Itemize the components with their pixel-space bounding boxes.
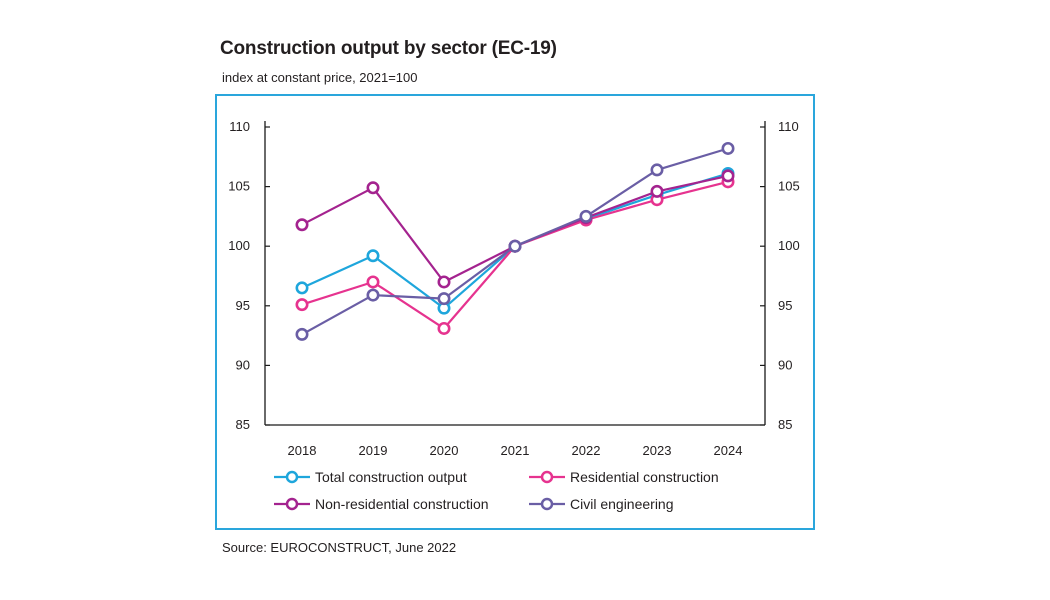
legend: Total construction output Residential con… bbox=[274, 469, 719, 512]
x-tick-label: 2019 bbox=[359, 443, 388, 458]
data-point bbox=[650, 184, 664, 198]
y-tick-label-right: 95 bbox=[778, 298, 792, 313]
x-tick-label: 2022 bbox=[572, 443, 601, 458]
y-tick-label-right: 105 bbox=[778, 179, 800, 194]
y-tick-label-left: 100 bbox=[228, 238, 250, 253]
legend-label: Residential construction bbox=[570, 469, 719, 485]
data-point bbox=[366, 275, 380, 289]
legend-item: Residential construction bbox=[529, 469, 719, 485]
y-tick-label-left: 110 bbox=[229, 119, 250, 134]
x-tick-label: 2023 bbox=[643, 443, 672, 458]
legend-label: Non-residential construction bbox=[315, 496, 489, 512]
legend-label: Total construction output bbox=[315, 469, 467, 485]
axes: 85 85 90 90 95 95 100 100 105 105 110 110 2018 2019 20… bbox=[228, 119, 799, 458]
legend-item: Non-residential construction bbox=[274, 496, 489, 512]
x-tick-label: 2018 bbox=[288, 443, 317, 458]
legend-label: Civil engineering bbox=[570, 496, 674, 512]
chart-title: Construction output by sector (EC-19) bbox=[220, 38, 557, 59]
y-tick-label-left: 105 bbox=[228, 179, 250, 194]
data-point bbox=[508, 239, 522, 253]
data-point bbox=[437, 321, 451, 335]
y-tick-label-right: 110 bbox=[778, 119, 799, 134]
data-point bbox=[366, 288, 380, 302]
y-tick-label-left: 85 bbox=[236, 417, 250, 432]
data-point bbox=[721, 169, 735, 183]
y-tick-label-right: 85 bbox=[778, 417, 792, 432]
data-point bbox=[579, 209, 593, 223]
series-layer bbox=[295, 141, 735, 341]
legend-item: Civil engineering bbox=[529, 496, 674, 512]
data-point bbox=[295, 218, 309, 232]
data-point bbox=[295, 298, 309, 312]
data-point bbox=[437, 275, 451, 289]
legend-marker bbox=[540, 497, 554, 511]
data-point bbox=[295, 327, 309, 341]
chart-frame bbox=[215, 94, 815, 530]
data-point bbox=[721, 141, 735, 155]
data-point bbox=[366, 249, 380, 263]
legend-marker bbox=[285, 470, 299, 484]
chart-subtitle: index at constant price, 2021=100 bbox=[222, 70, 418, 85]
y-tick-label-left: 95 bbox=[236, 298, 250, 313]
x-tick-label: 2024 bbox=[714, 443, 743, 458]
y-tick-label-right: 100 bbox=[778, 238, 800, 253]
data-point bbox=[650, 163, 664, 177]
x-tick-label: 2020 bbox=[430, 443, 459, 458]
series-3 bbox=[295, 141, 735, 341]
data-point bbox=[366, 181, 380, 195]
x-tick-label: 2021 bbox=[501, 443, 530, 458]
y-tick-label-left: 90 bbox=[236, 357, 250, 372]
legend-marker bbox=[540, 470, 554, 484]
data-point bbox=[295, 281, 309, 295]
data-point bbox=[437, 292, 451, 306]
y-tick-label-right: 90 bbox=[778, 357, 792, 372]
legend-item: Total construction output bbox=[274, 469, 467, 485]
legend-marker bbox=[285, 497, 299, 511]
source-note: Source: EUROCONSTRUCT, June 2022 bbox=[222, 540, 457, 555]
